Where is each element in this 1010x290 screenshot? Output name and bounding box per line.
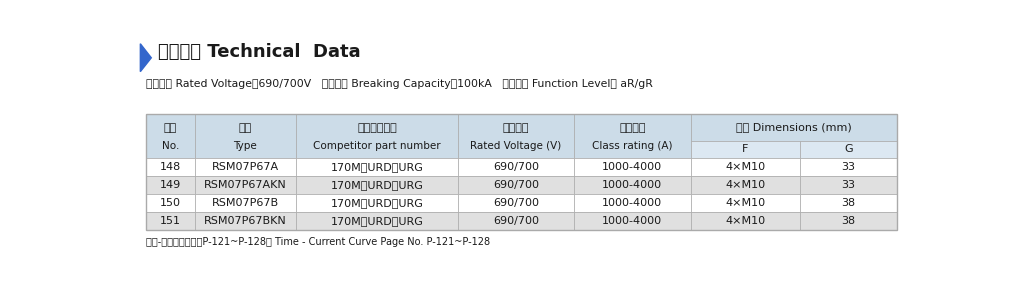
Text: 4×M10: 4×M10: [725, 198, 766, 208]
Bar: [195, 158, 296, 176]
Bar: [296, 158, 458, 176]
Bar: [195, 176, 296, 194]
Bar: [800, 176, 897, 194]
Bar: [691, 141, 800, 158]
Text: 690/700: 690/700: [493, 216, 539, 226]
Bar: [800, 158, 897, 176]
Bar: [691, 176, 800, 194]
Text: 4×M10: 4×M10: [725, 216, 766, 226]
Bar: [574, 212, 691, 230]
Bar: [691, 114, 897, 141]
Bar: [574, 114, 691, 158]
Text: 同类产品型号: 同类产品型号: [357, 123, 397, 133]
Bar: [691, 194, 800, 212]
Text: 170M、URD、URG: 170M、URD、URG: [330, 216, 423, 226]
Text: 电流等级: 电流等级: [619, 123, 645, 133]
Text: RSM07P67AKN: RSM07P67AKN: [204, 180, 287, 190]
Text: Class rating (A): Class rating (A): [592, 141, 673, 151]
Text: No.: No.: [162, 141, 179, 151]
Bar: [296, 212, 458, 230]
Bar: [691, 212, 800, 230]
Text: 148: 148: [160, 162, 181, 172]
Text: F: F: [742, 144, 748, 154]
Text: G: G: [844, 144, 852, 154]
Text: 4×M10: 4×M10: [725, 180, 766, 190]
Bar: [145, 194, 195, 212]
Text: 33: 33: [841, 180, 855, 190]
Text: 时间-电流特性曲线见P-121~P-128页 Time - Current Curve Page No. P-121~P-128: 时间-电流特性曲线见P-121~P-128页 Time - Current Cu…: [145, 237, 490, 247]
Bar: [800, 141, 897, 158]
Text: 额定电压: 额定电压: [503, 123, 529, 133]
Bar: [458, 194, 574, 212]
Text: 170M、URD、URG: 170M、URD、URG: [330, 198, 423, 208]
Text: 序号: 序号: [164, 123, 177, 133]
Bar: [195, 194, 296, 212]
Text: RSM07P67BKN: RSM07P67BKN: [204, 216, 287, 226]
Text: 1000-4000: 1000-4000: [602, 216, 663, 226]
Bar: [800, 194, 897, 212]
Bar: [195, 114, 296, 158]
Text: 4×M10: 4×M10: [725, 162, 766, 172]
Text: 149: 149: [160, 180, 181, 190]
Text: 技术参数 Technical  Data: 技术参数 Technical Data: [158, 43, 361, 61]
Text: 170M、URD、URG: 170M、URD、URG: [330, 180, 423, 190]
Text: 690/700: 690/700: [493, 162, 539, 172]
Text: RSM07P67A: RSM07P67A: [212, 162, 279, 172]
Bar: [458, 212, 574, 230]
Bar: [145, 114, 195, 158]
Text: 型号: 型号: [238, 123, 252, 133]
Bar: [145, 158, 195, 176]
Text: Competitor part number: Competitor part number: [313, 141, 440, 151]
Text: 33: 33: [841, 162, 855, 172]
Bar: [145, 212, 195, 230]
Bar: [458, 176, 574, 194]
Bar: [195, 212, 296, 230]
Bar: [458, 114, 574, 158]
Text: 1000-4000: 1000-4000: [602, 162, 663, 172]
Text: 690/700: 690/700: [493, 180, 539, 190]
Bar: [574, 194, 691, 212]
Text: 38: 38: [841, 198, 855, 208]
Bar: [574, 176, 691, 194]
Text: 额定电压 Rated Voltage；690/700V   分断能力 Breaking Capacity；100kA   功能等级 Function Level: 额定电压 Rated Voltage；690/700V 分断能力 Breakin…: [145, 79, 652, 89]
Bar: [691, 158, 800, 176]
Bar: [296, 176, 458, 194]
Bar: [296, 194, 458, 212]
Text: Type: Type: [233, 141, 258, 151]
Bar: [296, 114, 458, 158]
Text: 38: 38: [841, 216, 855, 226]
Text: 170M、URD、URG: 170M、URD、URG: [330, 162, 423, 172]
Text: 1000-4000: 1000-4000: [602, 198, 663, 208]
Text: RSM07P67B: RSM07P67B: [212, 198, 279, 208]
Text: 尺寸 Dimensions (mm): 尺寸 Dimensions (mm): [736, 122, 851, 132]
Bar: [574, 158, 691, 176]
Bar: [145, 176, 195, 194]
Text: 151: 151: [160, 216, 181, 226]
Text: 150: 150: [160, 198, 181, 208]
Polygon shape: [140, 44, 152, 72]
Text: 690/700: 690/700: [493, 198, 539, 208]
Bar: [458, 158, 574, 176]
Bar: [800, 212, 897, 230]
Bar: [145, 114, 897, 230]
Text: 1000-4000: 1000-4000: [602, 180, 663, 190]
Text: Rated Voltage (V): Rated Voltage (V): [471, 141, 562, 151]
